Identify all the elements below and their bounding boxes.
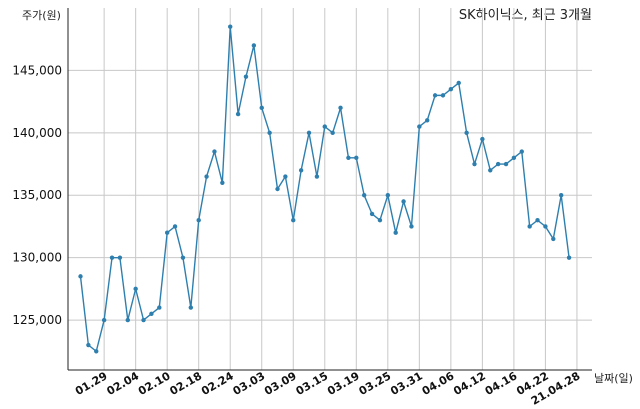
y-tick-label: 125,000	[12, 313, 62, 327]
data-point	[346, 155, 351, 160]
data-point	[440, 93, 446, 98]
data-point	[401, 199, 406, 204]
data-point	[267, 130, 272, 136]
x-tick-labels: 01.2902.0402.1002.1802.2403.0303.0903.15…	[73, 369, 582, 408]
data-point	[172, 224, 178, 229]
data-point	[322, 124, 327, 129]
data-point	[385, 193, 391, 198]
x-axis-label: 날짜(일)	[594, 371, 633, 385]
data-point	[133, 286, 138, 292]
data-point	[196, 218, 201, 223]
data-point	[393, 230, 398, 235]
data-point	[283, 174, 288, 179]
data-point	[377, 218, 383, 223]
x-tick-label: 03.15	[294, 369, 331, 398]
data-point	[503, 161, 509, 167]
data-point	[212, 149, 217, 154]
data-point	[314, 174, 320, 179]
data-point	[330, 130, 335, 136]
data-point	[472, 161, 477, 167]
data-point	[409, 224, 414, 229]
data-point	[117, 255, 123, 260]
data-point	[448, 86, 454, 92]
data-point	[259, 105, 264, 111]
y-axis-label: 주가(원)	[22, 9, 61, 22]
data-point	[519, 149, 524, 154]
data-point	[543, 224, 548, 229]
data-point	[361, 193, 367, 198]
x-tick-label: 03.09	[262, 369, 299, 398]
data-point	[228, 24, 233, 29]
data-point	[141, 317, 146, 323]
data-point	[488, 168, 493, 173]
data-point	[275, 186, 280, 192]
data-point	[149, 311, 154, 317]
chart-title: SK하이닉스, 최근 3개월	[459, 8, 592, 23]
y-tick-label: 130,000	[12, 251, 62, 265]
x-tick-label: 02.24	[199, 369, 236, 398]
data-point	[220, 180, 225, 185]
data-point	[495, 161, 501, 167]
x-tick-label: 04.06	[420, 369, 457, 398]
data-point	[432, 93, 438, 98]
data-point	[243, 74, 249, 79]
data-point	[235, 111, 241, 117]
data-points	[78, 24, 572, 354]
data-point	[101, 317, 107, 323]
data-point	[417, 124, 422, 129]
y-tick-labels: 125,000 130,000 135,000 140,000 145,000	[12, 63, 62, 327]
data-point	[551, 236, 556, 242]
data-point	[180, 255, 186, 260]
x-tick-label: 04.12	[451, 369, 488, 398]
data-point	[354, 155, 359, 160]
data-point	[188, 305, 194, 310]
data-point	[566, 255, 572, 260]
x-tick-label: 02.18	[168, 369, 205, 398]
data-point	[164, 230, 170, 235]
data-point	[464, 130, 469, 136]
y-tick-label: 145,000	[12, 63, 62, 77]
data-point	[338, 105, 343, 111]
data-point	[511, 155, 517, 160]
x-tick-label: 03.19	[325, 369, 362, 398]
data-point	[558, 193, 564, 198]
x-tick-label: 02.10	[136, 369, 173, 398]
x-tick-label: 01.29	[73, 369, 110, 398]
data-point	[369, 211, 375, 217]
data-point	[204, 174, 209, 179]
data-point	[109, 255, 115, 260]
data-point	[298, 168, 304, 173]
data-point	[456, 80, 461, 86]
grid-lines	[68, 8, 592, 370]
data-point	[480, 136, 485, 142]
data-point	[425, 118, 430, 123]
x-tick-label: 03.03	[231, 369, 268, 398]
x-tick-label: 04.16	[483, 369, 520, 398]
data-point	[157, 305, 162, 310]
y-tick-label: 140,000	[12, 126, 62, 140]
x-tick-label: 03.31	[388, 369, 425, 398]
data-point	[94, 349, 99, 354]
data-point	[535, 218, 540, 223]
data-point	[251, 43, 257, 48]
y-tick-label: 135,000	[12, 188, 62, 202]
data-point	[291, 218, 296, 223]
data-point	[78, 274, 83, 279]
data-point	[527, 224, 532, 229]
data-point	[306, 130, 312, 136]
data-point	[86, 342, 91, 348]
x-tick-label: 02.04	[105, 369, 142, 398]
x-tick-label: 03.25	[357, 369, 394, 398]
data-point	[125, 317, 130, 323]
